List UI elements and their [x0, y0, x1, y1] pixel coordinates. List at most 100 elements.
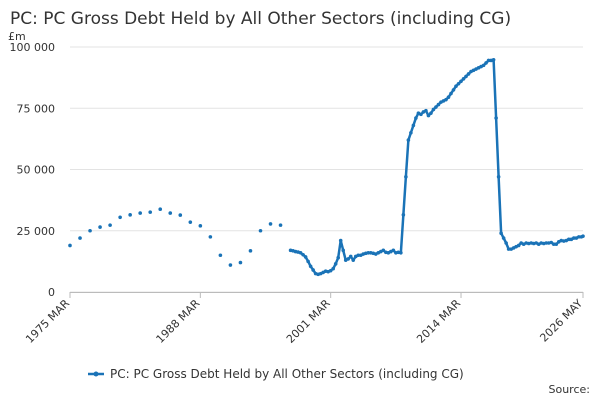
data-point — [128, 213, 132, 217]
data-point — [258, 228, 263, 233]
data-point — [572, 236, 576, 240]
data-point — [336, 255, 340, 260]
source-label: Source: — [549, 383, 591, 396]
data-point — [454, 84, 458, 88]
data-point — [148, 210, 153, 214]
data-point — [168, 211, 173, 215]
data-point — [429, 111, 433, 115]
data-point — [486, 58, 491, 63]
x-tick-label: 2026 MAY — [537, 297, 585, 345]
data-point — [68, 243, 72, 248]
data-point — [138, 211, 142, 215]
data-point — [208, 235, 213, 239]
data-point — [419, 112, 423, 117]
y-tick-label: 50 000 — [17, 164, 56, 177]
x-tick-label: 1988 MAR — [154, 297, 203, 346]
data-point — [456, 81, 461, 86]
data-point — [298, 251, 303, 255]
data-point — [391, 248, 396, 253]
y-tick-label: 0 — [48, 286, 55, 299]
y-tick-label: 25 000 — [17, 225, 56, 238]
data-point — [577, 235, 581, 239]
legend-marker — [93, 371, 99, 377]
series-line — [290, 58, 584, 276]
data-point — [449, 91, 453, 96]
data-point — [549, 240, 554, 245]
data-point — [496, 175, 501, 179]
data-point — [198, 224, 203, 228]
data-point — [238, 260, 243, 265]
data-point — [188, 220, 193, 224]
data-point — [466, 72, 471, 76]
data-point — [484, 61, 488, 65]
data-point — [504, 241, 508, 245]
data-point — [338, 238, 343, 243]
data-point — [499, 231, 503, 235]
data-point — [308, 264, 313, 269]
data-point — [551, 242, 556, 247]
data-point — [459, 79, 463, 84]
data-point — [516, 243, 521, 248]
data-point — [328, 268, 333, 273]
data-point — [311, 268, 315, 272]
data-point — [98, 225, 102, 229]
data-point — [501, 236, 506, 240]
data-point — [303, 255, 308, 259]
data-point — [331, 266, 335, 271]
x-tick-label: 2014 MAR — [414, 297, 463, 346]
data-point — [306, 259, 310, 264]
data-point — [406, 138, 411, 142]
data-point — [431, 107, 436, 112]
data-point — [346, 257, 351, 261]
data-point — [348, 254, 353, 259]
data-point — [554, 242, 559, 247]
y-tick-label: 75 000 — [17, 102, 56, 115]
x-tick-label: 1975 MAR — [23, 297, 72, 346]
data-point — [434, 105, 438, 109]
data-point — [451, 88, 456, 92]
data-point — [464, 74, 468, 79]
data-point — [426, 113, 431, 118]
data-point — [491, 57, 496, 62]
data-point — [414, 116, 418, 120]
data-point — [409, 130, 413, 135]
data-point — [301, 252, 305, 257]
data-point — [278, 223, 283, 227]
data-point — [218, 253, 223, 258]
data-point — [248, 249, 253, 253]
data-point — [351, 258, 356, 262]
data-point — [341, 248, 346, 253]
data-point — [178, 213, 183, 217]
data-point — [461, 77, 466, 81]
y-tick-label: 100 000 — [10, 41, 56, 54]
data-point — [399, 251, 403, 255]
data-point — [444, 97, 448, 102]
data-point — [268, 222, 273, 226]
data-point — [333, 262, 338, 266]
data-point — [481, 63, 486, 68]
data-point — [436, 102, 441, 107]
x-tick-label: 2001 MAR — [284, 297, 333, 346]
data-point — [544, 241, 549, 245]
data-point — [566, 237, 571, 242]
data-point — [118, 215, 122, 220]
data-point — [404, 175, 408, 179]
data-point — [494, 116, 498, 120]
data-point — [228, 263, 233, 267]
data-point — [446, 95, 451, 100]
data-point — [381, 248, 386, 253]
data-point — [506, 247, 511, 251]
chart-title: PC: PC Gross Debt Held by All Other Sect… — [10, 9, 511, 29]
legend-label: PC: PC Gross Debt Held by All Other Sect… — [110, 367, 464, 381]
data-point — [581, 234, 585, 238]
data-point — [108, 223, 112, 227]
data-point — [88, 228, 92, 233]
data-point — [356, 253, 361, 258]
data-point — [411, 123, 416, 128]
y-unit: £m — [8, 30, 26, 43]
data-point — [424, 108, 428, 113]
data-point — [78, 236, 82, 240]
data-point — [366, 251, 371, 255]
data-point — [158, 207, 163, 211]
